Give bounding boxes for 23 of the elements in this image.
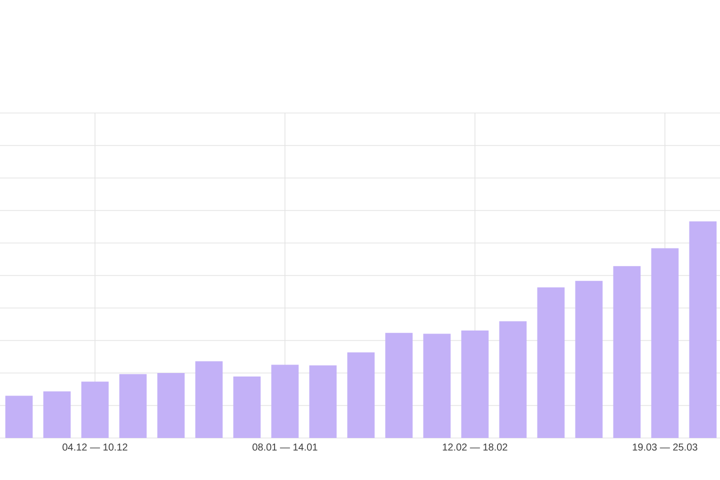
bar (499, 321, 527, 438)
bar (233, 376, 261, 438)
bar (385, 332, 413, 438)
bar (195, 361, 223, 438)
bar (689, 221, 717, 438)
bar (537, 287, 565, 438)
x-tick-label: 19.03 — 25.03 (632, 444, 698, 451)
bar (271, 364, 299, 438)
bar (119, 374, 147, 438)
bar (43, 391, 71, 438)
x-tick-label: 04.12 — 10.12 (62, 444, 128, 451)
x-tick-label: 12.02 — 18.02 (442, 444, 508, 451)
bar (5, 396, 33, 438)
bar (651, 248, 679, 438)
bar (309, 365, 337, 438)
x-tick-label: 08.01 — 14.01 (252, 444, 318, 451)
bar (423, 334, 451, 438)
bar (81, 382, 109, 438)
bar (613, 266, 641, 438)
bar (347, 352, 375, 438)
bar (157, 373, 185, 438)
bar (575, 280, 603, 438)
bar (461, 330, 489, 438)
